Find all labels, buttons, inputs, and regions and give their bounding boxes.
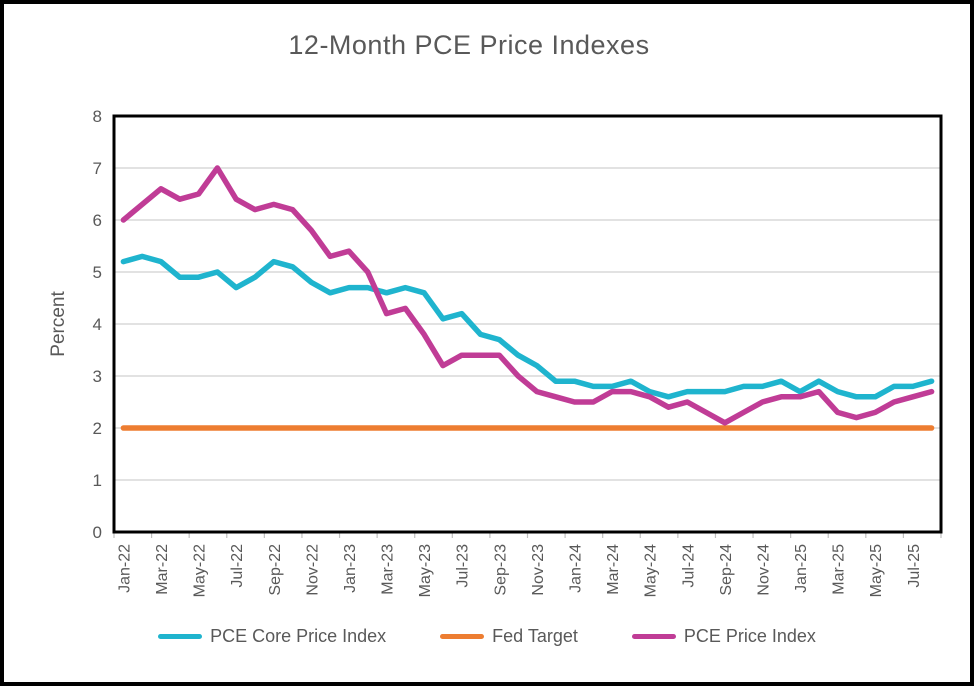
svg-text:8: 8 [93, 107, 102, 126]
svg-text:Nov-23: Nov-23 [530, 544, 547, 596]
svg-text:3: 3 [93, 367, 102, 386]
svg-text:Jan-25: Jan-25 [793, 544, 810, 593]
legend-label-pce-core: PCE Core Price Index [210, 626, 387, 646]
plot-border [112, 114, 943, 534]
svg-text:May-22: May-22 [192, 544, 209, 597]
series-line-pce-core-price-index [120, 253, 935, 400]
svg-text:Mar-22: Mar-22 [154, 544, 171, 595]
x-axis-labels: Jan-22 Mar-22 May-22 Jul-22 Sep-22 Nov-22 Jan-… [116, 544, 922, 597]
legend-label-pce-price: PCE Price Index [683, 626, 816, 646]
svg-text:Jan-23: Jan-23 [342, 544, 359, 593]
svg-text:Sep-23: Sep-23 [492, 544, 509, 596]
legend: PCE Core Price Index Fed Target PCE Pric… [4, 626, 970, 647]
series-line-pce-price-index [120, 165, 935, 426]
chart-title: 12-Month PCE Price Indexes [288, 30, 650, 60]
svg-text:Sep-24: Sep-24 [718, 544, 735, 596]
svg-text:5: 5 [93, 263, 102, 282]
legend-label-fed-target: Fed Target [492, 626, 578, 646]
svg-text:Mar-24: Mar-24 [605, 544, 622, 595]
plot-area: 0 1 2 3 4 5 6 7 8 Jan-22 Mar-22 May-22 Jul-22 Sep-22 N… [48, 107, 943, 597]
svg-text:1: 1 [93, 471, 102, 490]
legend-swatch-pce-price-line [631, 634, 676, 639]
svg-text:2: 2 [93, 419, 102, 438]
svg-text:Sep-22: Sep-22 [267, 544, 284, 596]
svg-text:Jul-23: Jul-23 [455, 544, 472, 588]
legend-item-fed-target: Fed Target [440, 626, 578, 647]
svg-text:0: 0 [93, 523, 102, 542]
svg-text:May-25: May-25 [868, 544, 885, 597]
svg-text:4: 4 [93, 315, 102, 334]
y-gridlines [114, 167, 941, 481]
legend-item-pce-core: PCE Core Price Index [158, 626, 386, 647]
svg-text:6: 6 [93, 211, 102, 230]
svg-text:May-24: May-24 [643, 544, 660, 597]
svg-text:Jul-24: Jul-24 [680, 544, 697, 588]
svg-text:Jul-25: Jul-25 [906, 544, 923, 588]
svg-text:Mar-23: Mar-23 [380, 544, 397, 595]
svg-text:Jan-22: Jan-22 [116, 544, 133, 593]
y-axis-labels: 0 1 2 3 4 5 6 7 8 [93, 107, 102, 542]
y-axis-title: Percent [48, 291, 69, 357]
svg-text:Jul-22: Jul-22 [229, 544, 246, 588]
svg-text:7: 7 [93, 159, 102, 178]
svg-text:Jan-24: Jan-24 [567, 544, 584, 593]
svg-text:Nov-22: Nov-22 [304, 544, 321, 596]
legend-swatch-fed-target-line [440, 634, 485, 639]
legend-item-pce-price: PCE Price Index [631, 626, 816, 647]
svg-text:Mar-25: Mar-25 [831, 544, 848, 595]
legend-swatch-pce-core-line [158, 634, 203, 639]
svg-text:Nov-24: Nov-24 [755, 544, 772, 596]
svg-text:May-23: May-23 [417, 544, 434, 597]
